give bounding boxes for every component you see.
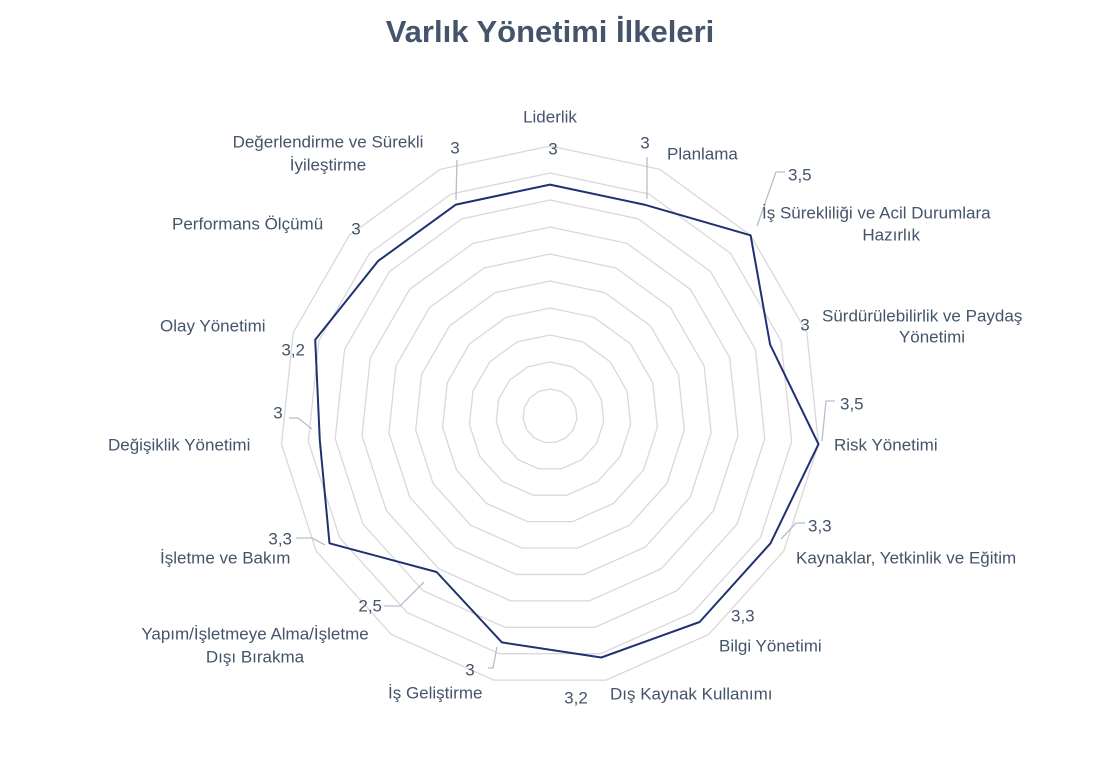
data-label-leader (488, 646, 498, 669)
grid-ring (388, 253, 712, 576)
category-label: İşletme ve Bakım (160, 548, 290, 567)
data-label-leader (821, 400, 835, 442)
grid-ring (307, 172, 793, 655)
grid-ring (280, 145, 820, 681)
grid-ring (441, 307, 659, 523)
category-label: İş Sürekliliği ve Acil Durumlara (762, 203, 991, 222)
data-label: 2,5 (358, 596, 382, 615)
data-label: 3 (800, 315, 809, 334)
grid-ring (495, 361, 605, 470)
grid-ring (522, 388, 578, 444)
category-label: Dışı Bırakma (206, 647, 305, 666)
data-label: 3,5 (788, 165, 812, 184)
data-label-leader (455, 159, 458, 201)
category-label: Dış Kaynak Kullanımı (610, 684, 773, 703)
data-label: 3,3 (731, 606, 755, 625)
category-label: Olay Yönetimi (160, 316, 266, 335)
category-label: Risk Yönetimi (834, 435, 938, 454)
category-label: Kaynaklar, Yetkinlik ve Eğitim (796, 548, 1016, 567)
category-label: Değişiklik Yönetimi (108, 435, 250, 454)
data-label-leader (756, 171, 785, 227)
chart-title: Varlık Yönetimi İlkeleri (385, 14, 715, 49)
data-label-leader (296, 537, 326, 546)
category-label: İyileştirme (290, 155, 367, 174)
data-label: 3 (548, 139, 557, 158)
data-label: 3 (640, 133, 649, 152)
data-label: 3,3 (808, 516, 832, 535)
grid-ring (415, 280, 685, 549)
category-label: Değerlendirme ve Sürekli (233, 132, 424, 151)
grid-ring (468, 334, 632, 496)
category-label: Yönetimi (899, 327, 965, 346)
data-label-leader (289, 417, 313, 430)
data-label: 3,3 (268, 529, 292, 548)
data-label-leader (780, 522, 805, 540)
category-label: Liderlik (523, 107, 577, 126)
category-label: Hazırlık (862, 225, 920, 244)
category-label: Yapım/İşletmeye Alma/İşletme (141, 624, 368, 643)
grid-ring (334, 199, 766, 628)
data-label: 3 (465, 660, 474, 679)
series-line (314, 183, 820, 659)
category-label: Performans Ölçümü (172, 214, 323, 233)
category-label: Bilgi Yönetimi (719, 636, 822, 655)
data-label: 3 (351, 219, 360, 238)
data-label: 3 (450, 138, 459, 157)
grid-ring (361, 226, 739, 602)
data-label: 3,2 (281, 340, 305, 359)
category-label: Sürdürülebilirlik ve Paydaş (822, 306, 1022, 325)
data-label: 3,2 (564, 688, 588, 707)
data-label: 3 (273, 403, 282, 422)
data-label-leader (384, 581, 425, 607)
data-label: 3,5 (840, 394, 864, 413)
category-label: Planlama (667, 144, 738, 163)
category-label: İş Geliştirme (388, 683, 482, 702)
